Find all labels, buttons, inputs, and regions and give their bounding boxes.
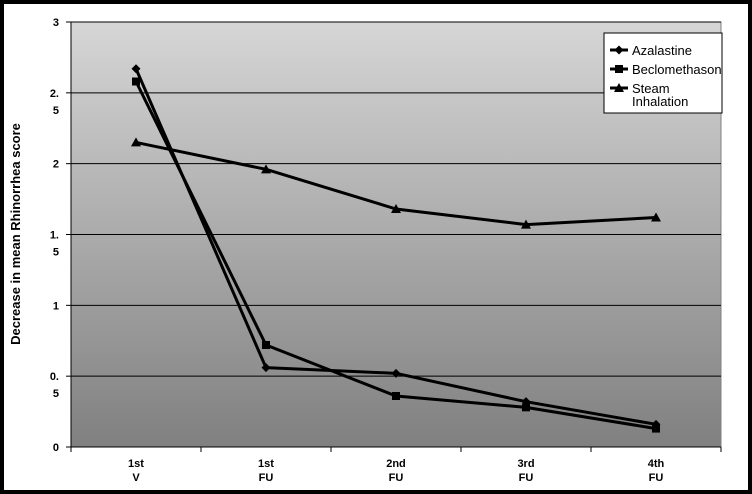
data-point-azalastine-0	[131, 64, 141, 74]
y-tick-label-0: 0	[53, 442, 59, 454]
data-point-steam-inhalation-0	[131, 137, 141, 147]
data-point-steam-inhalation-3	[521, 219, 531, 229]
x-category-label-4: 4th FU	[648, 458, 665, 484]
legend-label-steam-inhalation: Steam Inhalation	[632, 81, 688, 109]
series-layer	[131, 64, 661, 433]
y-tick-label-3: 1. 5	[50, 230, 59, 259]
y-tick-label-6: 3	[53, 17, 59, 29]
x-category-label-1: 1st FU	[258, 458, 274, 484]
legend-marker-beclomethason	[615, 65, 623, 73]
data-point-azalastine-1	[261, 363, 271, 373]
data-point-azalastine-2	[391, 368, 401, 378]
data-point-beclomethason-0	[132, 77, 140, 86]
data-point-beclomethason-1	[262, 341, 270, 349]
data-point-beclomethason-4	[652, 424, 660, 433]
x-category-label-0: 1st V	[128, 458, 144, 484]
y-tick-label-1: 0. 5	[50, 371, 59, 400]
data-point-steam-inhalation-4	[651, 212, 661, 222]
y-tick-label-2: 1	[53, 300, 59, 312]
legend-label-azalastine: Azalastine	[632, 43, 692, 58]
legend: Azalastine Beclomethason Steam Inhalation	[603, 32, 723, 114]
x-category-label-2: 2nd FU	[386, 458, 406, 484]
legend-box	[603, 32, 723, 114]
y-tick-label-4: 2	[53, 159, 59, 171]
data-point-steam-inhalation-1	[261, 164, 271, 174]
x-category-label-3: 3rd FU	[517, 458, 534, 484]
data-point-beclomethason-2	[392, 392, 400, 400]
data-point-beclomethason-3	[522, 403, 530, 412]
legend-marker-azalastine	[614, 45, 624, 55]
legend-label-beclomethason: Beclomethason	[632, 62, 722, 77]
y-axis-ticks: 0 0. 5 1 1. 5 2 2. 5 3	[50, 17, 71, 454]
series-beclomethason	[132, 77, 660, 433]
x-axis-ticks: 1st V 1st FU 2nd FU 3rd FU 4th FU	[70, 447, 722, 484]
legend-marker-steam-inhalation	[614, 83, 624, 92]
series-steam-inhalation	[131, 137, 661, 229]
y-axis-title: Decrease in mean Rhinorrhea score	[8, 123, 23, 345]
y-tick-label-5: 2. 5	[50, 88, 59, 117]
data-point-steam-inhalation-2	[391, 204, 401, 213]
